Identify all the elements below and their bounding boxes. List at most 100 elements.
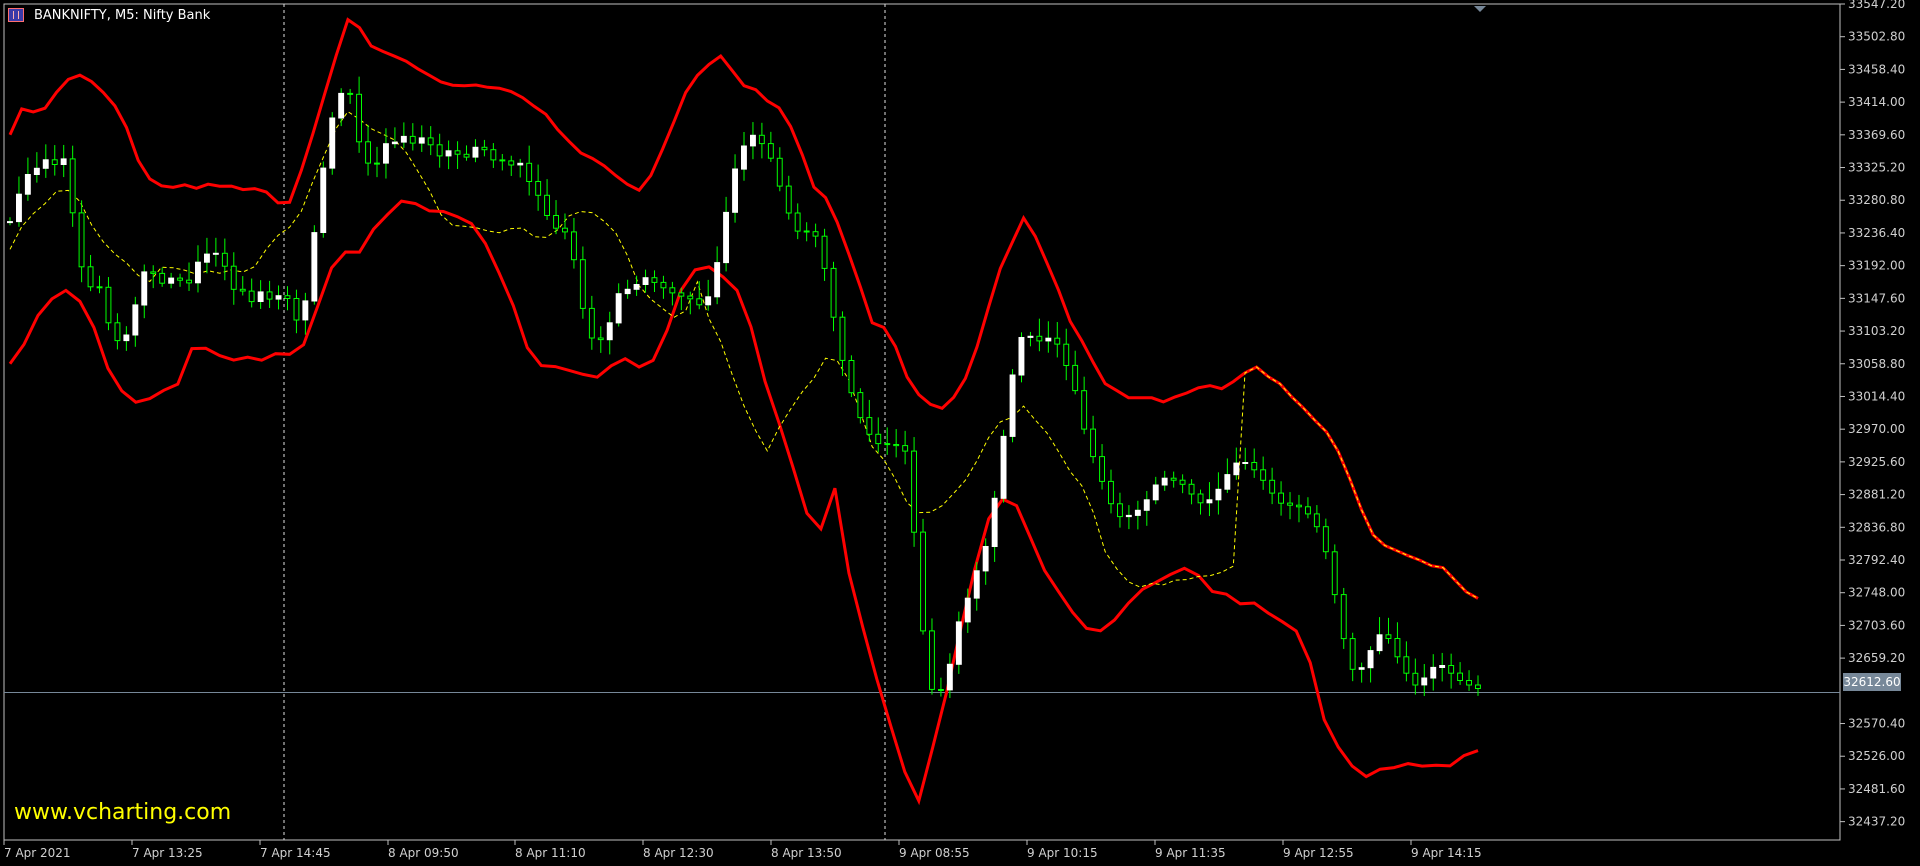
- candle-body: [230, 265, 237, 290]
- time-tick-label: 9 Apr 12:55: [1283, 846, 1354, 860]
- candle-body: [678, 292, 685, 297]
- candle-body: [1215, 488, 1222, 501]
- price-tick-label: 33502.80: [1848, 30, 1905, 44]
- candle-body: [427, 137, 434, 146]
- candle-body: [168, 277, 175, 284]
- candle-body: [544, 194, 550, 217]
- candle-body: [893, 444, 900, 447]
- candle-body: [275, 295, 282, 300]
- candle-body: [391, 141, 398, 145]
- candle-body: [132, 304, 139, 336]
- price-tick-label: 32659.20: [1848, 651, 1905, 665]
- candle-body: [1430, 666, 1437, 679]
- candle-body: [1063, 343, 1070, 367]
- candle-body: [1340, 594, 1347, 640]
- candle-body: [1117, 503, 1123, 518]
- candle-body: [454, 150, 461, 155]
- candle-body: [964, 597, 971, 623]
- time-tick-label: 8 Apr 13:50: [771, 846, 842, 860]
- candle-body: [1421, 677, 1428, 686]
- candle-body: [150, 271, 157, 274]
- candle-body: [651, 277, 658, 283]
- candle-body: [1287, 502, 1293, 506]
- price-tick-label: 32481.60: [1848, 782, 1905, 796]
- candle-body: [1260, 469, 1267, 481]
- candle-body: [562, 227, 568, 233]
- plot-area: [3, 3, 1841, 841]
- candle-body: [320, 167, 327, 234]
- current-price-label: 32612.60: [1843, 673, 1901, 691]
- candle-body: [1358, 667, 1365, 670]
- candle-body: [418, 137, 425, 144]
- candle-body: [571, 231, 577, 261]
- price-tick-label: 32437.20: [1848, 815, 1905, 829]
- candle-body: [1269, 479, 1276, 494]
- price-axis[interactable]: 33547.20 33502.80 33458.40 33414.00 33369.60…: [1840, 0, 1905, 829]
- candle-body: [597, 337, 604, 341]
- time-axis[interactable]: 7 Apr 2021 7 Apr 13:25 7 Apr 14:45 8 Apr 09…: [3, 840, 1482, 860]
- bollinger-bands: [8, 17, 1479, 806]
- price-tick-label: 33458.40: [1848, 62, 1905, 76]
- candle-body: [1018, 337, 1025, 376]
- candle-body: [195, 261, 201, 284]
- candle-body: [96, 286, 103, 289]
- candle-body: [257, 291, 264, 302]
- candle-body: [857, 392, 864, 419]
- candle-body: [767, 143, 774, 159]
- candle-body: [212, 252, 219, 255]
- time-tick-label: 8 Apr 12:30: [643, 846, 714, 860]
- candle-body: [445, 150, 452, 157]
- candle-body: [723, 211, 729, 264]
- candle-body: [1376, 634, 1383, 652]
- candle-body: [69, 158, 76, 214]
- candle-body: [588, 307, 595, 339]
- symbol-icon: [8, 8, 24, 22]
- price-tick-label: 33058.80: [1848, 357, 1905, 371]
- watermark-text: www.vcharting.com: [14, 800, 232, 825]
- price-tick-label: 33369.60: [1848, 128, 1905, 142]
- candle-body: [436, 144, 443, 157]
- candle-body: [758, 134, 765, 145]
- candle-body: [1206, 499, 1213, 504]
- price-tick-label: 33414.00: [1848, 95, 1905, 109]
- candle-body: [87, 266, 94, 288]
- price-tick-label: 33103.20: [1848, 324, 1905, 338]
- candle-body: [821, 235, 828, 269]
- candle-body: [553, 215, 559, 229]
- candle-body: [365, 141, 372, 164]
- candle-body: [221, 252, 228, 267]
- candle-body: [741, 145, 747, 170]
- candle-body: [884, 443, 891, 446]
- candle-body: [687, 295, 694, 300]
- candle-body: [1251, 462, 1258, 471]
- candle-body: [374, 162, 380, 165]
- candle-body: [16, 193, 22, 223]
- candle-body: [696, 298, 703, 306]
- candle-body: [7, 221, 13, 224]
- candle-body: [302, 300, 309, 321]
- candle-body: [1331, 551, 1338, 596]
- candle-body: [78, 212, 85, 268]
- candle-body: [1179, 479, 1186, 485]
- candle-body: [1403, 656, 1410, 674]
- candle-body: [481, 146, 488, 151]
- candle-body: [794, 212, 801, 232]
- candle-body: [1009, 374, 1016, 437]
- candle-body: [60, 158, 67, 165]
- time-tick-label: 7 Apr 14:45: [260, 846, 331, 860]
- candle-body: [409, 135, 416, 144]
- price-tick-label: 33280.80: [1848, 193, 1905, 207]
- candle-body: [1143, 499, 1150, 511]
- candle-body: [284, 295, 291, 300]
- candle-body: [51, 159, 58, 166]
- candle-body: [105, 286, 112, 324]
- candle-body: [1188, 483, 1195, 495]
- candle-body: [1439, 665, 1446, 668]
- candle-body: [1072, 364, 1079, 392]
- candle-body: [24, 174, 31, 195]
- price-tick-label: 32970.00: [1848, 422, 1905, 436]
- candle-body: [982, 546, 989, 572]
- candle-body: [508, 160, 515, 166]
- plot-frame: [3, 3, 1841, 841]
